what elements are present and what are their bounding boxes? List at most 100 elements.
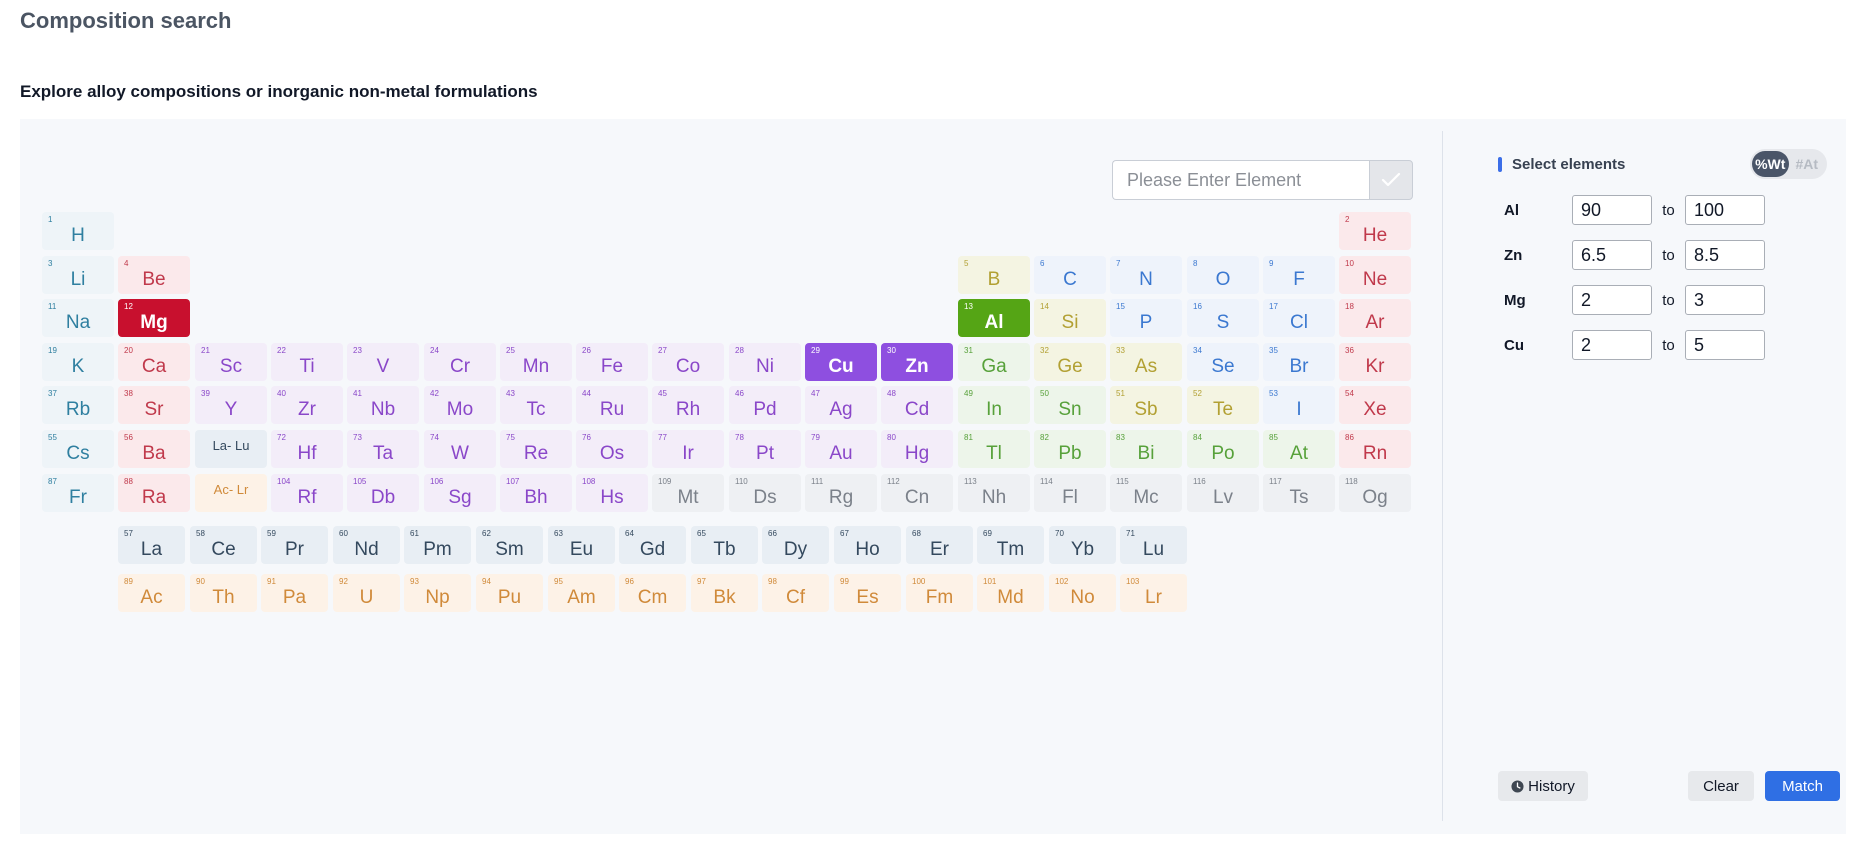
element-tl[interactable]: 81Tl xyxy=(958,430,1030,468)
element-pb[interactable]: 82Pb xyxy=(1034,430,1106,468)
element-u[interactable]: 92U xyxy=(333,574,400,612)
element-th[interactable]: 90Th xyxy=(190,574,257,612)
element-bi[interactable]: 83Bi xyxy=(1110,430,1182,468)
element-hf[interactable]: 72Hf xyxy=(271,430,343,468)
element-rb[interactable]: 37Rb xyxy=(42,386,114,424)
element-ge[interactable]: 32Ge xyxy=(1034,343,1106,381)
element-cn[interactable]: 112Cn xyxy=(881,474,953,512)
element-pm[interactable]: 61Pm xyxy=(404,526,471,564)
min-input[interactable] xyxy=(1572,285,1652,315)
element-ce[interactable]: 58Ce xyxy=(190,526,257,564)
element-ne[interactable]: 10Ne xyxy=(1339,256,1411,294)
element-h[interactable]: 1H xyxy=(42,212,114,250)
element-n[interactable]: 7N xyxy=(1110,256,1182,294)
element-rn[interactable]: 86Rn xyxy=(1339,430,1411,468)
element-db[interactable]: 105Db xyxy=(347,474,419,512)
element-se[interactable]: 34Se xyxy=(1187,343,1259,381)
min-input[interactable] xyxy=(1572,240,1652,270)
element-b[interactable]: 5B xyxy=(958,256,1030,294)
min-input[interactable] xyxy=(1572,330,1652,360)
element-mo[interactable]: 42Mo xyxy=(424,386,496,424)
element-sn[interactable]: 50Sn xyxy=(1034,386,1106,424)
element-rg[interactable]: 111Rg xyxy=(805,474,877,512)
element-nd[interactable]: 60Nd xyxy=(333,526,400,564)
max-input[interactable] xyxy=(1685,330,1765,360)
element-sb[interactable]: 51Sb xyxy=(1110,386,1182,424)
element-c[interactable]: 6C xyxy=(1034,256,1106,294)
max-input[interactable] xyxy=(1685,195,1765,225)
element-fr[interactable]: 87Fr xyxy=(42,474,114,512)
element-sc[interactable]: 21Sc xyxy=(195,343,267,381)
element-pu[interactable]: 94Pu xyxy=(476,574,543,612)
element-i[interactable]: 53I xyxy=(1263,386,1335,424)
element-cl[interactable]: 17Cl xyxy=(1263,299,1335,337)
element-po[interactable]: 84Po xyxy=(1187,430,1259,468)
element-pd[interactable]: 46Pd xyxy=(729,386,801,424)
element-kr[interactable]: 36Kr xyxy=(1339,343,1411,381)
element-ar[interactable]: 18Ar xyxy=(1339,299,1411,337)
element-al[interactable]: 13Al xyxy=(958,299,1030,337)
element-ba[interactable]: 56Ba xyxy=(118,430,190,468)
element-cs[interactable]: 55Cs xyxy=(42,430,114,468)
element-re[interactable]: 75Re xyxy=(500,430,572,468)
element-group-la-lu[interactable]: La- Lu xyxy=(195,430,267,468)
element-ac[interactable]: 89Ac xyxy=(118,574,185,612)
clear-button[interactable]: Clear xyxy=(1688,771,1754,801)
element-nb[interactable]: 41Nb xyxy=(347,386,419,424)
element-gd[interactable]: 64Gd xyxy=(619,526,686,564)
element-tc[interactable]: 43Tc xyxy=(500,386,572,424)
element-ho[interactable]: 67Ho xyxy=(834,526,901,564)
element-as[interactable]: 33As xyxy=(1110,343,1182,381)
min-input[interactable] xyxy=(1572,195,1652,225)
element-rf[interactable]: 104Rf xyxy=(271,474,343,512)
element-nh[interactable]: 113Nh xyxy=(958,474,1030,512)
element-md[interactable]: 101Md xyxy=(977,574,1044,612)
element-pr[interactable]: 59Pr xyxy=(261,526,328,564)
max-input[interactable] xyxy=(1685,240,1765,270)
element-si[interactable]: 14Si xyxy=(1034,299,1106,337)
element-np[interactable]: 93Np xyxy=(404,574,471,612)
element-bh[interactable]: 107Bh xyxy=(500,474,572,512)
element-k[interactable]: 19K xyxy=(42,343,114,381)
element-cm[interactable]: 96Cm xyxy=(619,574,686,612)
element-ca[interactable]: 20Ca xyxy=(118,343,190,381)
element-cu[interactable]: 29Cu xyxy=(805,343,877,381)
element-search-submit-button[interactable] xyxy=(1369,160,1413,200)
element-mc[interactable]: 115Mc xyxy=(1110,474,1182,512)
element-hs[interactable]: 108Hs xyxy=(576,474,648,512)
element-zn[interactable]: 30Zn xyxy=(881,343,953,381)
element-lv[interactable]: 116Lv xyxy=(1187,474,1259,512)
element-w[interactable]: 74W xyxy=(424,430,496,468)
unit-toggle[interactable]: %Wt #At xyxy=(1750,149,1827,179)
element-os[interactable]: 76Os xyxy=(576,430,648,468)
element-dy[interactable]: 66Dy xyxy=(762,526,829,564)
element-f[interactable]: 9F xyxy=(1263,256,1335,294)
element-fm[interactable]: 100Fm xyxy=(906,574,973,612)
element-bk[interactable]: 97Bk xyxy=(691,574,758,612)
max-input[interactable] xyxy=(1685,285,1765,315)
element-lr[interactable]: 103Lr xyxy=(1120,574,1187,612)
element-search-input[interactable] xyxy=(1112,160,1369,200)
element-be[interactable]: 4Be xyxy=(118,256,190,294)
element-group-ac-lr[interactable]: Ac- Lr xyxy=(195,474,267,512)
element-co[interactable]: 27Co xyxy=(652,343,724,381)
element-og[interactable]: 118Og xyxy=(1339,474,1411,512)
element-tb[interactable]: 65Tb xyxy=(691,526,758,564)
element-fl[interactable]: 114Fl xyxy=(1034,474,1106,512)
element-ts[interactable]: 117Ts xyxy=(1263,474,1335,512)
element-na[interactable]: 11Na xyxy=(42,299,114,337)
element-ga[interactable]: 31Ga xyxy=(958,343,1030,381)
element-te[interactable]: 52Te xyxy=(1187,386,1259,424)
element-br[interactable]: 35Br xyxy=(1263,343,1335,381)
element-es[interactable]: 99Es xyxy=(834,574,901,612)
element-mt[interactable]: 109Mt xyxy=(652,474,724,512)
match-button[interactable]: Match xyxy=(1765,771,1840,801)
element-sm[interactable]: 62Sm xyxy=(476,526,543,564)
element-ni[interactable]: 28Ni xyxy=(729,343,801,381)
element-ir[interactable]: 77Ir xyxy=(652,430,724,468)
history-button[interactable]: History xyxy=(1498,771,1588,801)
element-er[interactable]: 68Er xyxy=(906,526,973,564)
element-tm[interactable]: 69Tm xyxy=(977,526,1044,564)
element-hg[interactable]: 80Hg xyxy=(881,430,953,468)
element-mg[interactable]: 12Mg xyxy=(118,299,190,337)
